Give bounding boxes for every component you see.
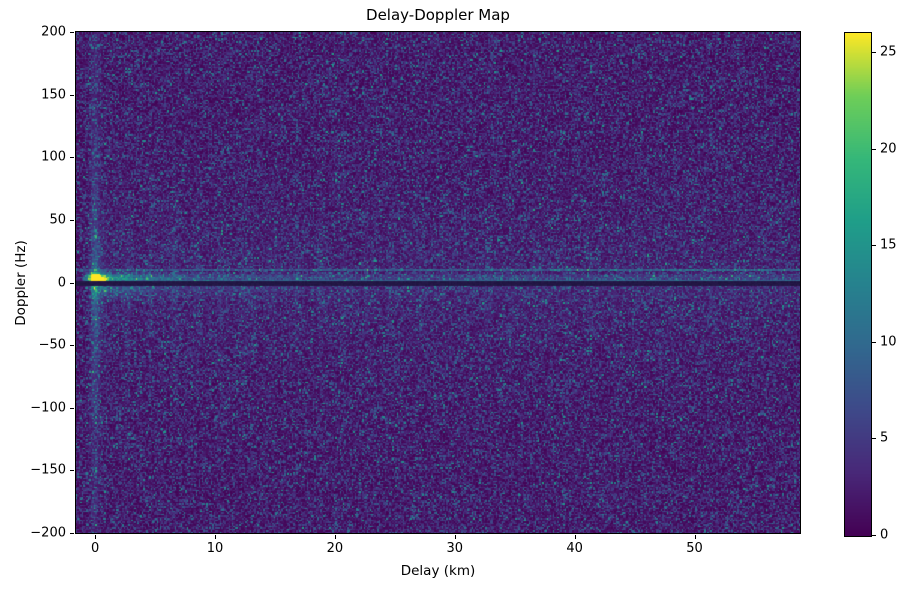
- x-tick-label: 0: [91, 541, 100, 556]
- x-tick-label: 20: [326, 541, 344, 556]
- chart-title: Delay-Doppler Map: [366, 6, 510, 24]
- colorbar-tick: [872, 148, 876, 150]
- y-tick-label: −200: [30, 525, 66, 541]
- y-axis-label: Doppler (Hz): [13, 240, 29, 326]
- colorbar-tick: [872, 438, 876, 440]
- colorbar-tick-label: 25: [880, 44, 897, 60]
- y-tick: [70, 345, 74, 347]
- colorbar-tick: [872, 535, 876, 536]
- x-axis-label: Delay (km): [400, 563, 476, 579]
- x-tick-label: 30: [446, 541, 464, 556]
- x-tick: [215, 535, 217, 539]
- y-tick-label: −100: [30, 400, 66, 416]
- y-tick-label: 100: [41, 149, 66, 165]
- x-tick: [454, 535, 456, 539]
- y-tick-label: −150: [30, 462, 66, 478]
- colorbar-tick-label: 20: [880, 141, 897, 157]
- y-tick-label: 150: [41, 87, 66, 103]
- x-tick: [574, 535, 576, 539]
- x-tick-label: 40: [566, 541, 583, 556]
- x-tick: [334, 535, 336, 539]
- delay-doppler-heatmap: [75, 31, 801, 534]
- y-tick-label: 50: [49, 212, 66, 228]
- y-tick: [70, 407, 74, 409]
- y-tick-label: 200: [41, 24, 66, 40]
- y-tick: [70, 94, 74, 96]
- y-tick: [70, 282, 74, 284]
- colorbar-tick-label: 15: [880, 237, 897, 253]
- colorbar-tick-label: 0: [880, 527, 889, 543]
- y-tick: [70, 32, 74, 33]
- y-tick: [70, 533, 74, 534]
- y-tick: [70, 219, 74, 221]
- y-tick: [70, 470, 74, 472]
- colorbar: [844, 32, 872, 537]
- x-tick: [694, 535, 696, 539]
- colorbar-tick: [872, 341, 876, 343]
- colorbar-tick-label: 5: [880, 430, 889, 446]
- x-tick: [95, 535, 97, 539]
- x-tick-label: 10: [206, 541, 224, 556]
- colorbar-tick: [872, 52, 876, 54]
- x-tick-label: 50: [686, 541, 703, 556]
- y-tick: [70, 157, 74, 159]
- y-tick-label: −50: [38, 337, 66, 353]
- y-tick-label: 0: [57, 275, 66, 290]
- colorbar-tick: [872, 245, 876, 247]
- colorbar-tick-label: 10: [880, 334, 897, 350]
